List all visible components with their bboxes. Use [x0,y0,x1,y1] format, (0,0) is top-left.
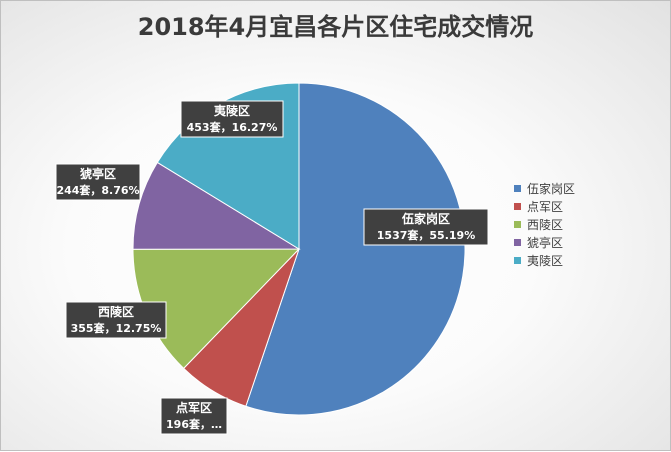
data-label-name-2: 西陵区 [98,304,134,319]
pie-slice-0 [245,82,466,416]
legend-label: 西陵区 [527,217,564,232]
data-label-name-3: 猇亭区 [79,166,116,181]
data-label-name-0: 伍家岗区 [401,211,450,226]
legend-item: 西陵区 [514,215,575,233]
data-label-value-4: 453套，16.27% [187,120,278,134]
legend-label: 猇亭区 [527,235,564,250]
legend-item: 伍家岗区 [514,179,575,197]
legend-swatch [514,202,521,210]
legend-item: 点军区 [514,197,575,215]
data-label-value-2: 355套，12.75% [71,321,162,335]
legend-label: 伍家岗区 [527,181,576,196]
data-label-box-2 [65,301,167,339]
data-label-name-4: 夷陵区 [214,103,250,118]
legend-label: 夷陵区 [527,253,564,268]
legend-swatch [514,256,521,264]
data-label-box-4 [180,100,284,138]
data-label-box-0 [363,208,489,246]
data-label-box-1 [160,397,228,435]
legend-label: 点军区 [527,199,564,214]
legend: 伍家岗区点军区西陵区猇亭区夷陵区 [514,179,575,269]
data-label-value-0: 1537套，55.19% [377,228,475,242]
pie-slice-3 [132,161,301,250]
legend-swatch [514,220,521,228]
data-label-box-3 [55,163,141,201]
data-label-value-1: 196套，… [166,417,222,431]
legend-swatch [514,238,521,246]
chart-title: 2018年4月宜昌各片区住宅成交情况 [137,13,534,41]
legend-item: 夷陵区 [514,251,575,269]
data-label-name-1: 点军区 [176,400,212,415]
legend-swatch [514,184,521,192]
legend-item: 猇亭区 [514,233,575,251]
data-label-value-3: 244套，8.76% [56,183,139,197]
